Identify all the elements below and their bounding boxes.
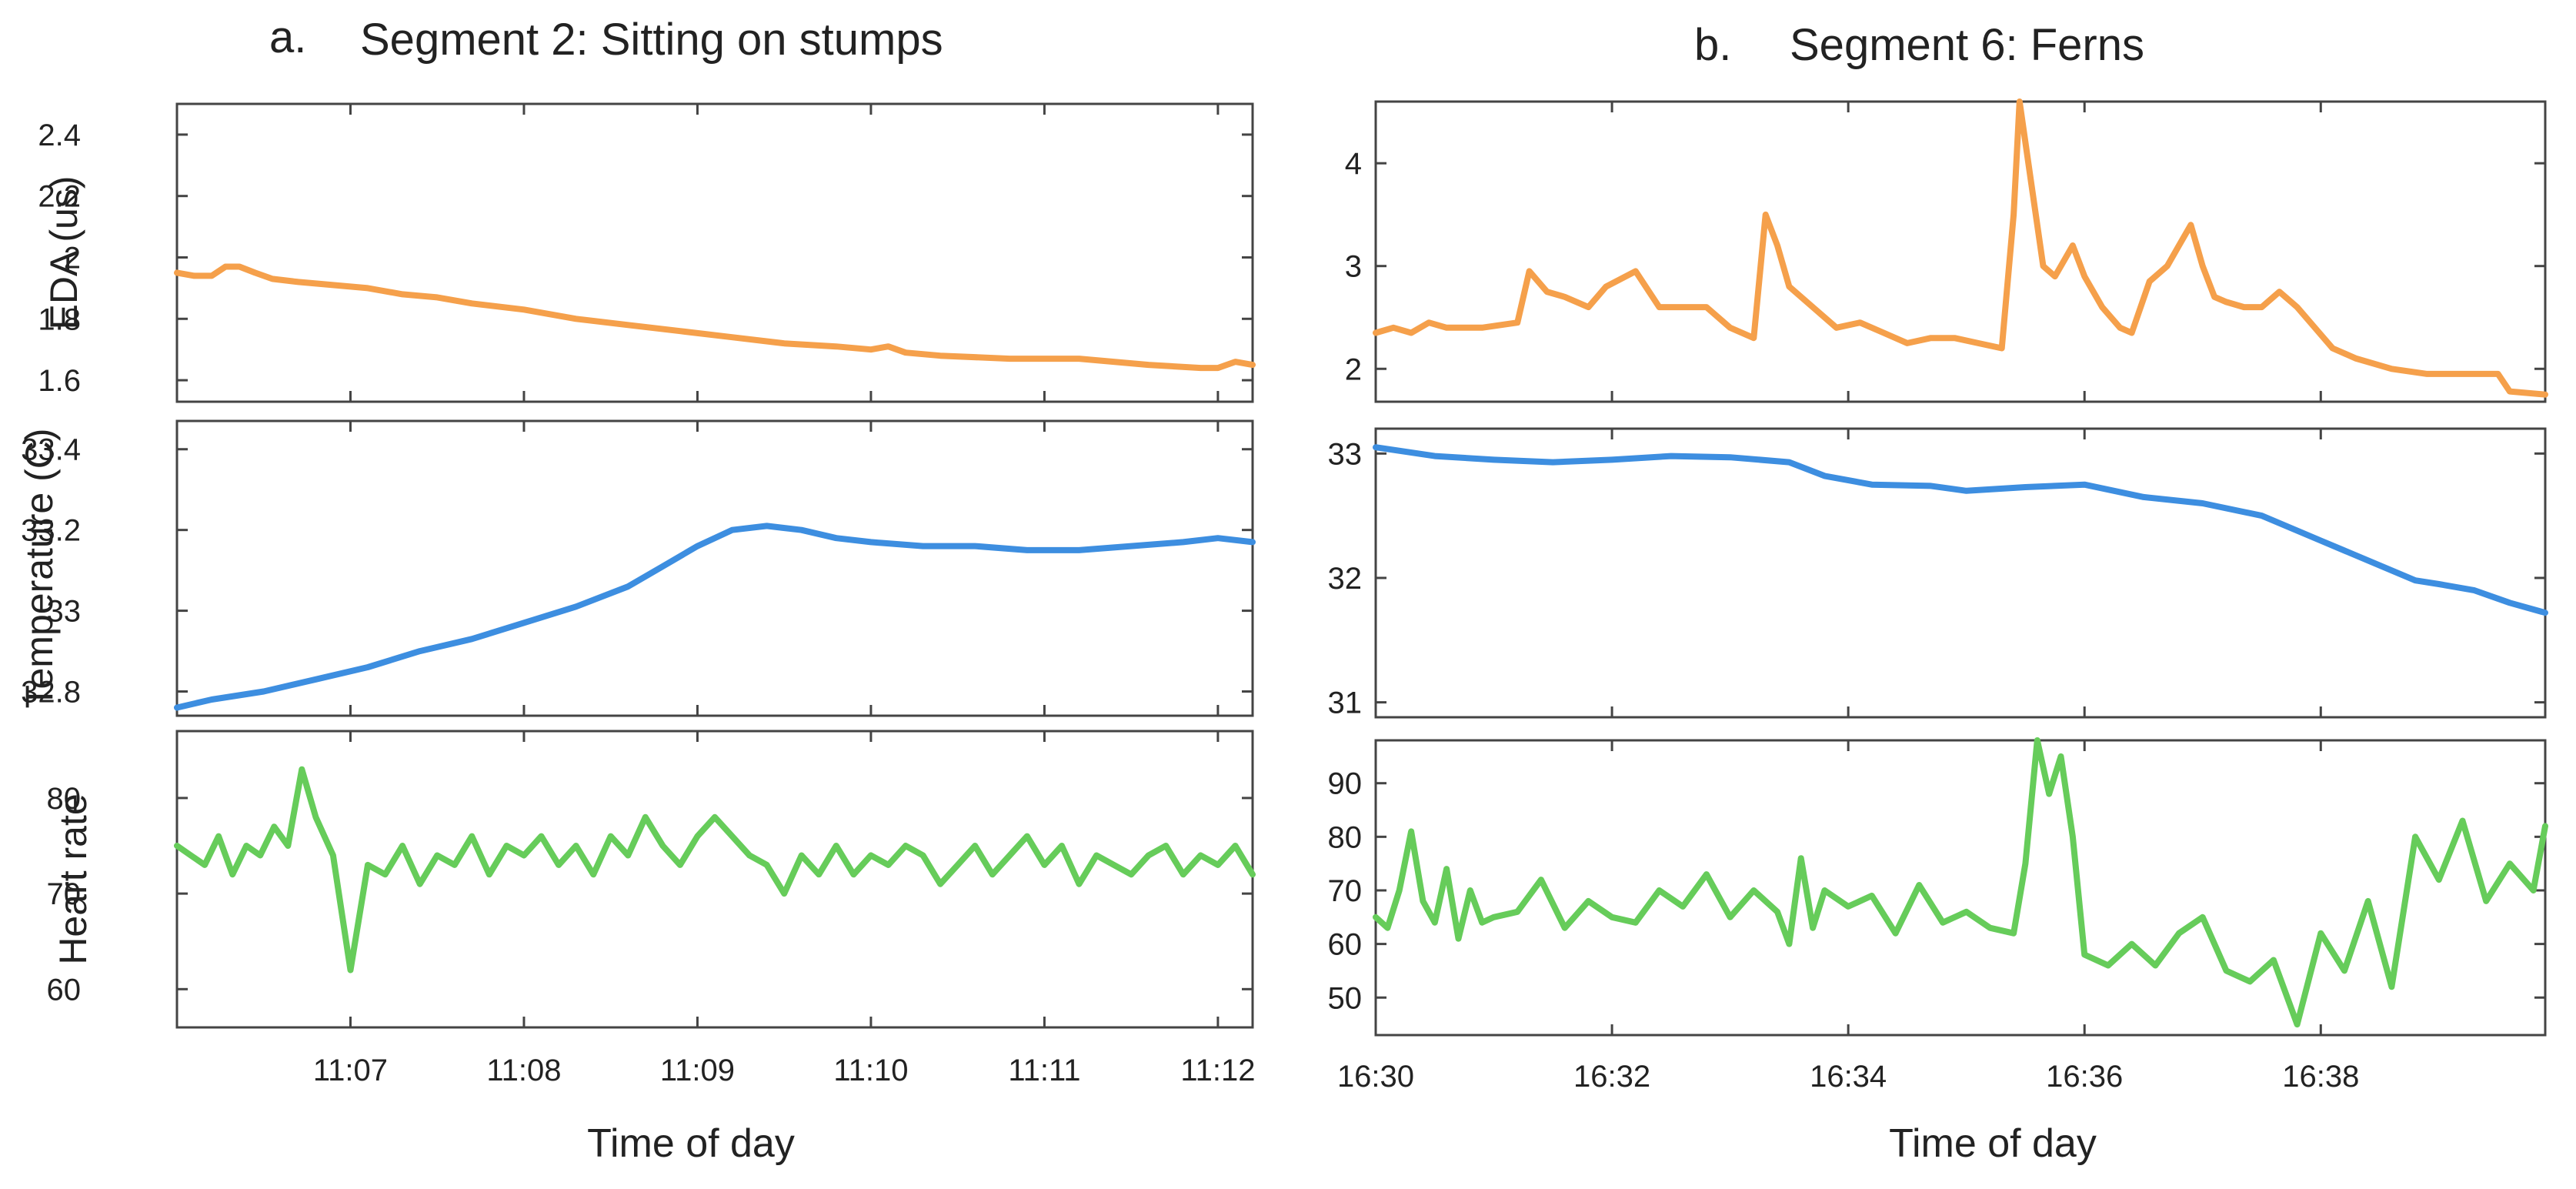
y-tick-label: 3: [1345, 250, 1362, 284]
panel-a-eda-plot-area: [175, 102, 1254, 403]
x-tick-label: 11:12: [1180, 1054, 1255, 1087]
panel-b-eda-subplot: 2 3 4: [1345, 99, 2548, 403]
y-tick-label: 80: [1328, 820, 1363, 854]
panel-b-heart-rate-plot-area: [1374, 739, 2547, 1037]
x-tick-label: 16:30: [1337, 1060, 1414, 1094]
panel-a-temperature-series-line: [174, 523, 1256, 711]
y-tick-label: 2.2: [38, 180, 81, 214]
panel-b-eda-plot-area: [1374, 100, 2547, 403]
x-tick-label: 16:38: [2282, 1060, 2359, 1094]
panel-b-temperature-plot-area: [1374, 427, 2547, 719]
panel-a-eda-y-axis-title: EDA (us): [42, 175, 85, 329]
y-tick-label: 60: [47, 973, 82, 1007]
panel-b-x-axis-title: Time of day: [1889, 1121, 2097, 1166]
panel-a-title: Segment 2: Sitting on stumps: [360, 15, 943, 65]
y-tick-label: 70: [1328, 874, 1363, 908]
panel-a-x-axis-title: Time of day: [587, 1121, 795, 1166]
y-tick-label: 50: [1328, 981, 1363, 1015]
y-tick-label: 31: [1328, 686, 1363, 720]
panel-a-temperature-plot-area: [175, 419, 1254, 717]
y-tick-label: 33: [1328, 437, 1363, 471]
y-tick-label: 32.8: [21, 676, 81, 710]
y-tick-label: 80: [47, 782, 82, 816]
x-tick-label: 16:36: [2046, 1060, 2123, 1094]
y-tick-label: 70: [47, 877, 82, 911]
x-tick-label: 16:34: [1810, 1060, 1887, 1094]
panel-a-temperature-y-axis-title: Temperature (C): [18, 429, 61, 709]
y-tick-label: 4: [1345, 147, 1362, 181]
y-tick-label: 33: [47, 595, 82, 629]
y-tick-label: 2: [64, 241, 81, 275]
x-tick-label: 11:07: [313, 1054, 388, 1087]
panel-b: b. Segment 6: Ferns Time of day 23431323…: [1328, 20, 2548, 1166]
y-tick-label: 60: [1328, 928, 1363, 962]
panel-b-letter: b.: [1694, 20, 1731, 70]
panel-b-title: Segment 6: Ferns: [1790, 20, 2144, 70]
panel-a-heart-rate-y-axis-title: Heart rate: [52, 793, 95, 964]
x-tick-label: 11:09: [660, 1054, 735, 1087]
panel-a-letter: a.: [269, 12, 306, 62]
panel-a-eda-series-line: [174, 263, 1256, 372]
panel-b-eda-series-line: [1373, 99, 2548, 398]
y-tick-label: 1.8: [38, 302, 81, 336]
panel-b-temperature-series-line: [1373, 444, 2548, 616]
y-tick-label: 2.4: [38, 119, 81, 152]
panel-b-temperature-subplot: 31 32 33: [1328, 427, 2548, 720]
y-tick-label: 32: [1328, 562, 1363, 596]
y-tick-label: 33.4: [21, 433, 81, 467]
panel-b-heart-rate-subplot: 50 60 70 80 90: [1328, 737, 2548, 1037]
y-tick-label: 33.2: [21, 514, 81, 548]
x-tick-label: 16:32: [1573, 1060, 1650, 1094]
panel-b-heart-rate-series-line: [1373, 737, 2548, 1028]
panel-a-eda-subplot: 1.6 1.8 2 2.2 2.4 EDA (us): [38, 102, 1256, 403]
y-tick-label: 1.6: [38, 364, 81, 398]
x-tick-label: 11:11: [1008, 1054, 1080, 1087]
y-tick-label: 90: [1328, 767, 1363, 801]
panel-a-heart-rate-series-line: [174, 766, 1256, 974]
panel-a-heart-rate-plot-area: [175, 730, 1254, 1029]
y-tick-label: 2: [1345, 352, 1362, 386]
x-tick-label: 11:08: [486, 1054, 561, 1087]
panel-a: a. Segment 2: Sitting on stumps Time of …: [18, 12, 1256, 1166]
x-tick-label: 11:10: [833, 1054, 908, 1087]
